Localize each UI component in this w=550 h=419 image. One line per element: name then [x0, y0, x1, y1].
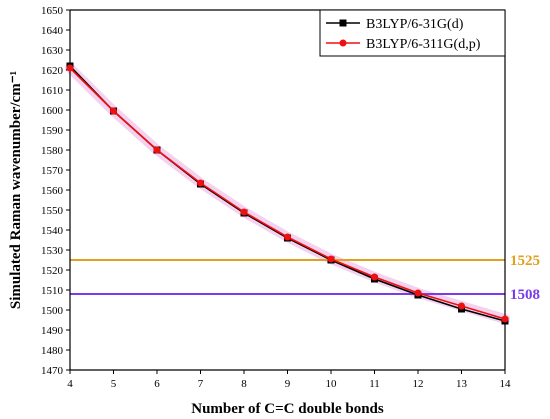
data-point-circle — [66, 64, 74, 72]
x-tick-label: 14 — [500, 378, 512, 390]
x-tick-label: 11 — [369, 378, 380, 390]
y-tick-label: 1640 — [41, 25, 64, 37]
y-tick-label: 1480 — [41, 345, 64, 357]
series-layer — [66, 62, 509, 325]
data-point-circle — [414, 289, 422, 297]
y-axis-title: Simulated Raman wavenumber/cm⁻¹ — [8, 71, 24, 309]
x-tick-label: 10 — [326, 378, 338, 390]
x-tick-label: 13 — [456, 378, 468, 390]
y-tick-label: 1520 — [41, 265, 64, 277]
series-line — [69, 65, 506, 322]
y-tick-label: 1610 — [41, 85, 64, 97]
y-tick-label: 1570 — [41, 165, 64, 177]
x-tick-label: 5 — [111, 378, 117, 390]
data-point-circle — [327, 255, 335, 263]
y-tick-label: 1590 — [41, 125, 64, 137]
data-point-circle — [371, 273, 378, 281]
y-tick-label: 1580 — [41, 145, 64, 157]
y-tick-label: 1620 — [41, 65, 64, 77]
series-6-31g — [66, 62, 509, 325]
data-point-circle — [458, 302, 465, 310]
y-tick-label: 1530 — [41, 245, 64, 257]
reference-label-1525: 1525 — [510, 253, 540, 269]
y-tick-label: 1510 — [41, 285, 64, 297]
legend-marker-square — [339, 19, 347, 27]
data-point-circle — [197, 179, 204, 187]
x-tick-label: 12 — [413, 378, 424, 390]
x-tick-label: 8 — [241, 378, 247, 390]
data-point-circle — [284, 233, 291, 241]
y-tick-label: 1500 — [41, 305, 64, 317]
legend-label: B3LYP/6-311G(d,p) — [366, 37, 481, 52]
y-tick-label: 1630 — [41, 45, 64, 57]
reference-lines: 1525 1508 — [70, 253, 540, 303]
x-tick-label: 4 — [67, 378, 73, 390]
x-axis-title: Number of C=C double bonds — [191, 401, 384, 417]
y-tick-label: 1650 — [41, 5, 64, 17]
data-point-circle — [110, 107, 117, 115]
reference-label-1508: 1508 — [510, 287, 540, 303]
x-tick-label: 9 — [285, 378, 291, 390]
y-tick-label: 1490 — [41, 325, 64, 337]
data-point-circle — [153, 146, 161, 154]
y-tick-label: 1540 — [41, 225, 64, 237]
y-tick-label: 1600 — [41, 105, 64, 117]
y-tick-label: 1560 — [41, 185, 64, 197]
data-point-circle — [501, 315, 509, 323]
data-point-circle — [240, 208, 248, 216]
axes: 4 5 6 7 8 9 10 11 12 13 14 1470 1480 1490 1500 1510 1520… — [41, 5, 511, 390]
legend: B3LYP/6-31G(d) B3LYP/6-311G(d,p) — [319, 9, 506, 57]
x-tick-label: 7 — [198, 378, 204, 390]
y-tick-label: 1470 — [41, 365, 64, 377]
legend-marker-circle — [339, 39, 347, 47]
series-glow-layer — [65, 63, 510, 324]
series-6-311g — [66, 64, 509, 323]
legend-box — [319, 9, 506, 57]
x-tick-label: 6 — [154, 378, 160, 390]
series-line — [69, 67, 506, 320]
y-tick-label: 1550 — [41, 205, 64, 217]
series-glow — [65, 63, 510, 324]
legend-label: B3LYP/6-31G(d) — [366, 17, 464, 32]
